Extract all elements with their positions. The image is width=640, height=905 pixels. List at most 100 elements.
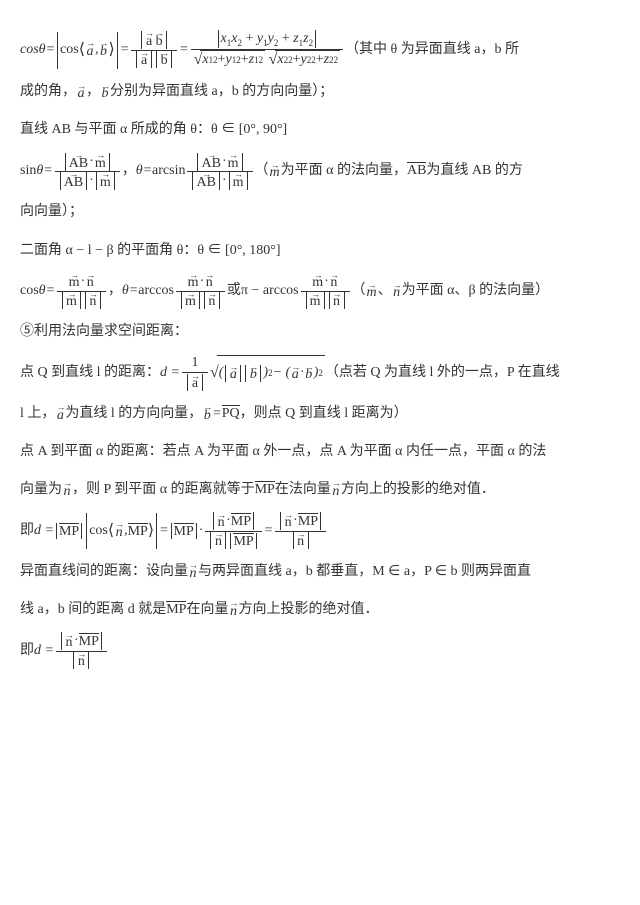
p1b-t2: ， <box>86 76 100 108</box>
para-cos-skew-lines: cosθ = cos ⟨ →a, →b ⟩ = →a→b →a→b = x1x2… <box>20 30 620 70</box>
p8-t1: l 上， <box>20 398 55 430</box>
theta: θ <box>39 42 46 57</box>
vec-a2-icon: →a <box>77 84 85 102</box>
vec-n2-icon: →n <box>393 283 401 301</box>
p1-tail: （其中 θ 为异面直线 a，b 所 <box>345 34 519 66</box>
frac-mn: →m·→n →m→n <box>57 273 106 310</box>
para-heading-distance: ⑤利用法向量求空间距离： <box>20 316 620 348</box>
eq-sin: = <box>43 155 52 187</box>
p13-t3: 方向上投影的绝对值． <box>238 594 378 626</box>
p12-t1: 异面直线间的距离：设向量 <box>20 556 188 588</box>
vec-a3-icon: →a <box>56 405 64 423</box>
para-13: 线 a，b 间的距离 d 就是 MP 在向量 →n 方向上投影的绝对值． <box>20 594 620 626</box>
p3-note: 为平面 α 的法向量， <box>281 155 407 187</box>
p10-t3: 在法向量 <box>275 474 331 506</box>
vec-AB-icon: AB <box>407 155 426 187</box>
p1b-t3: 分别为异面直线 a，b 的方向向量）； <box>110 76 333 108</box>
p5-paren: （ <box>352 275 366 307</box>
p13-t2: 在向量 <box>186 594 228 626</box>
para-11-formula: 即 d = MP cos⟨ →n,MP ⟩ = MP· →n·MP →nMP =… <box>20 512 620 550</box>
para-9: 点 A 到平面 α 的距离：若点 A 为平面 α 外一点，点 A 为平面 α 内… <box>20 436 620 468</box>
p1b-t1: 成的角， <box>20 76 76 108</box>
p5-note: 为平面 α、β 的法向量） <box>402 275 549 307</box>
eq1: = <box>46 34 55 66</box>
abs-cos-nMP: cos⟨ →n,MP ⟩ <box>84 513 159 550</box>
eq-d3: = <box>264 515 273 547</box>
p2-text: 直线 AB 与平面 α 所成的角 θ：θ ∈ [0°, 90°] <box>20 114 287 146</box>
d-eq2: d = <box>34 515 54 547</box>
p4-text: 二面角 α − l − β 的平面角 θ：θ ∈ [0°, 180°] <box>20 235 281 267</box>
p3-tail2: 为直线 AB 的方 <box>426 155 522 187</box>
abs-MP: MP <box>54 523 84 539</box>
sqrt-expr: (→a→b)2 − (→a·→b)2 <box>210 355 325 392</box>
sin-theta-lhs: sinθ <box>20 155 43 187</box>
d-eq: d = <box>160 357 180 389</box>
p8-t3: ，则点 Q 到直线 l 距离为） <box>240 398 408 430</box>
p11-pre: 即 <box>20 515 34 547</box>
p3b-text: 向向量）； <box>20 196 83 228</box>
abs-MP2: MP <box>169 523 199 539</box>
para-12: 异面直线间的距离：设向量 →n 与两异面直线 a，b 都垂直，M ∈ a，P ∈… <box>20 556 620 588</box>
para-10: 向量为 →n ，则 P 到平面 α 的距离就等于 MP 在法向量 →n 方向上的… <box>20 474 620 506</box>
para-sin-formula: sinθ = →AB·→m →AB·→m ， θ=arcsin →AB·→m →… <box>20 153 620 191</box>
vec-b-icon: →b <box>99 41 107 59</box>
frac-ABm: →AB·→m →AB·→m <box>55 153 120 191</box>
cos-theta2: cosθ <box>20 275 46 307</box>
para-line-plane-range: 直线 AB 与平面 α 所成的角 θ：θ ∈ [0°, 90°] <box>20 114 620 146</box>
eq-d2: = <box>159 515 168 547</box>
d-eq3: d = <box>34 635 54 667</box>
frac-nMP-2: →n·MP →n <box>275 512 326 550</box>
p6-text: ⑤利用法向量求空间距离： <box>20 316 188 348</box>
arcsin-lhs: θ=arcsin <box>136 155 186 187</box>
vec-n3-icon: →n <box>63 481 71 499</box>
vec-n6-icon: →n <box>229 601 237 619</box>
vec-MP-icon: MP <box>255 474 275 506</box>
cos-label: cos <box>20 42 39 57</box>
frac-mn2: →m·→n →m→n <box>176 273 225 310</box>
frac-final: →n·MP →n <box>56 632 107 670</box>
p12-t2: 与两异面直线 a，b 都垂直，M ∈ a，P ∈ b 则两异面直 <box>198 556 531 588</box>
frac-xyz: x1x2 + y1y2 + z1z2 x12+y12+z12 x22+y22+z… <box>191 30 343 70</box>
frac-ab-over-ab: →a→b →a→b <box>131 31 177 68</box>
frac-ABm-2: →AB·→m →AB·→m <box>187 153 252 191</box>
vec-PQ-icon: PQ <box>222 398 240 430</box>
p10-t4: 方向上的投影的绝对值． <box>341 474 495 506</box>
p14-pre: 即 <box>20 635 34 667</box>
para-14-formula: 即 d = →n·MP →n <box>20 632 620 670</box>
p5-dot: 、 <box>378 275 392 307</box>
eq2: = <box>120 34 129 66</box>
eq3: = <box>179 34 188 66</box>
cos-inner: cos <box>60 34 79 66</box>
vec-n5-icon: →n <box>189 563 197 581</box>
frac-nMP: →n·MP →nMP <box>205 512 261 550</box>
vec-n4-icon: →n <box>332 481 340 499</box>
vec-m-icon: →m <box>270 163 280 181</box>
para-dihedral-range: 二面角 α − l − β 的平面角 θ：θ ∈ [0°, 180°] <box>20 235 620 267</box>
vec-b3-icon: →b <box>203 405 211 423</box>
p3-paren: （ <box>255 155 269 187</box>
p7-tail: （点若 Q 为直线 l 外的一点，P 在直线 <box>325 357 560 389</box>
para-cos-dihedral: cosθ = →m·→n →m→n ， θ=arccos →m·→n →m→n … <box>20 273 620 310</box>
p10-t2: ，则 P 到平面 α 的距离就等于 <box>72 474 255 506</box>
eq-cos2: = <box>46 275 55 307</box>
p10-t1: 向量为 <box>20 474 62 506</box>
para-point-line-dist: 点 Q 到直线 l 的距离： d = 1 →a (→a→b)2 − (→a·→b… <box>20 354 620 391</box>
comma1: ， <box>122 155 136 187</box>
arccos1: θ=arccos <box>122 275 174 307</box>
or-text: 或 <box>227 275 241 307</box>
vec-m2-icon: →m <box>367 283 377 301</box>
p8-t2: 为直线 l 的方向向量， <box>65 398 202 430</box>
abs-cos-ab: cos ⟨ →a, →b ⟩ <box>55 32 120 69</box>
p7-pre: 点 Q 到直线 l 的距离： <box>20 357 160 389</box>
para-1b: 成的角， →a ， →b 分别为异面直线 a，b 的方向向量）； <box>20 76 620 108</box>
vec-b2-icon: →b <box>101 84 109 102</box>
p9-text: 点 A 到平面 α 的距离：若点 A 为平面 α 外一点，点 A 为平面 α 内… <box>20 436 546 468</box>
para-3b: 向向量）； <box>20 196 620 228</box>
vec-MP2-icon: MP <box>166 594 186 626</box>
comma2: ， <box>108 275 122 307</box>
p13-t1: 线 a，b 间的距离 d 就是 <box>20 594 166 626</box>
frac-1-over-a: 1 →a <box>182 354 208 391</box>
pi-arccos: π − arccos <box>241 275 299 307</box>
cos-theta: cosθ <box>20 34 46 66</box>
vec-a-icon: →a <box>86 41 94 59</box>
